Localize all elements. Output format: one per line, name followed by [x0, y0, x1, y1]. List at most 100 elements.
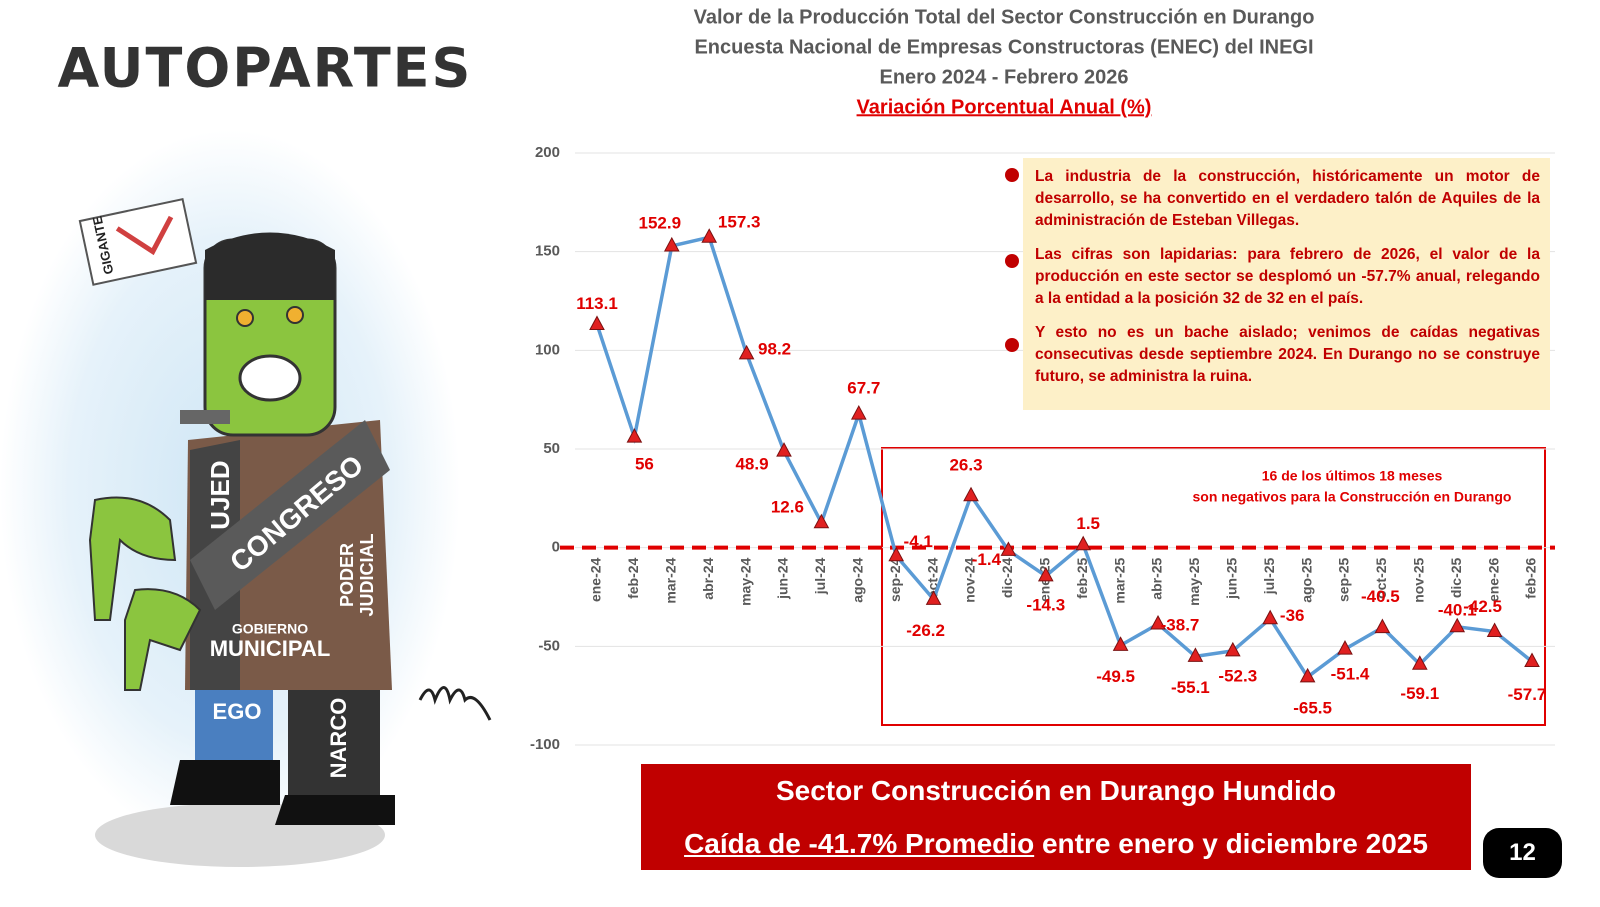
point-marker	[738, 344, 755, 360]
point-marker	[1337, 640, 1353, 655]
cartoon-label: MUNICIPAL	[210, 636, 331, 661]
y-tick-label: 0	[552, 539, 560, 556]
sash	[190, 420, 390, 610]
banner-line: Caída de -41.7% Promedio entre enero y d…	[641, 817, 1471, 870]
y-tick-label: -100	[530, 736, 560, 753]
cartoon-label: NARCO	[326, 698, 351, 779]
data-label: -52.3	[1218, 666, 1257, 685]
commentary-box: La industria de la construcción, históri…	[1023, 158, 1550, 410]
box-note: son negativos para la Construcción en Du…	[1193, 489, 1512, 505]
x-tick-label: jul-25	[1261, 557, 1277, 595]
x-tick-label: mar-24	[663, 557, 679, 603]
cartoon-label: UJED	[205, 460, 235, 529]
x-tick-label: may-25	[1186, 557, 1202, 605]
point-marker	[1262, 609, 1279, 625]
cartoon-label: JUDICIAL	[357, 533, 377, 616]
bullet	[1005, 168, 1019, 182]
x-tick-label: jun-25	[1224, 557, 1240, 599]
x-tick-label: oct-25	[1373, 557, 1389, 598]
point-marker	[701, 228, 718, 243]
x-tick-label: sep-24	[887, 557, 903, 602]
data-label: 157.3	[718, 213, 761, 232]
chart-title: Enero 2024 - Febrero 2026	[879, 66, 1128, 88]
bullet	[1005, 338, 1019, 352]
data-label: -36	[1280, 606, 1305, 625]
x-tick-label: abr-25	[1149, 557, 1165, 599]
data-label: 67.7	[847, 379, 880, 398]
data-label: -4.1	[904, 532, 933, 551]
x-tick-label: nov-24	[962, 557, 978, 602]
data-label: -26.2	[906, 621, 945, 640]
cartoon: AUTOPARTES GIGANTE UJED CONGRESO PODER J…	[0, 37, 492, 867]
x-tick-label: dic-25	[1448, 557, 1464, 598]
signature	[418, 686, 492, 721]
plot: -100 -50 0 50 100 150 200 ene-24 feb-24 mar-24 abr…	[530, 144, 1555, 753]
cartoon-label: GOBIERNO	[232, 621, 308, 637]
data-label: -59.1	[1400, 684, 1439, 703]
box-note: 16 de los últimos 18 meses	[1262, 468, 1443, 484]
hand-right	[124, 588, 202, 691]
data-label: 26.3	[949, 455, 982, 474]
data-label: -40.1	[1438, 600, 1477, 619]
data-label: -1.4	[972, 550, 1002, 569]
x-tick-label: may-24	[737, 557, 753, 605]
eye	[286, 306, 304, 324]
data-label: 113.1	[576, 294, 618, 313]
x-tick-label: ago-24	[850, 557, 866, 602]
point-marker	[1187, 647, 1204, 662]
mouth	[238, 354, 302, 402]
tag-logo	[115, 215, 174, 256]
point-marker	[1150, 614, 1166, 630]
bullet-text: La industria de la construcción, históri…	[1035, 168, 1540, 229]
point-marker	[1075, 535, 1092, 551]
y-tick-label: -50	[538, 637, 560, 654]
data-label: 1.5	[1076, 514, 1100, 533]
hand-left	[88, 496, 177, 621]
cartoon-label: PODER	[337, 543, 357, 607]
bolt	[180, 410, 230, 424]
x-tick-label: feb-25	[1074, 557, 1090, 598]
x-tick-label: ene-24	[588, 557, 604, 602]
point-marker	[1486, 622, 1503, 638]
data-label: -65.5	[1293, 698, 1332, 717]
x-tick-label: jun-24	[775, 557, 791, 599]
bullet-text: Las cifras son lapidarias: para febrero …	[1035, 246, 1540, 307]
heading: AUTOPARTES	[58, 37, 473, 100]
point-marker	[813, 513, 830, 529]
point-marker	[1112, 636, 1129, 651]
bullet-text: Y esto no es un bache aislado; venimos d…	[1035, 324, 1540, 385]
point-marker	[589, 315, 605, 330]
leg-left	[195, 680, 273, 770]
y-tick-label: 150	[535, 243, 560, 260]
data-label: -40.5	[1361, 587, 1400, 606]
data-label: -57.7	[1508, 685, 1547, 704]
x-tick-label: feb-24	[625, 557, 641, 598]
point-marker	[850, 405, 867, 420]
point-marker	[1524, 652, 1540, 668]
y-tick-label: 50	[543, 440, 560, 457]
data-label: 48.9	[735, 455, 768, 474]
data-label: -49.5	[1096, 667, 1135, 686]
shoe-left	[170, 760, 280, 805]
data-label: 98.2	[758, 339, 791, 358]
x-tick-label: nov-25	[1411, 557, 1427, 602]
chart-title: Encuesta Nacional de Empresas Constructo…	[694, 36, 1313, 58]
data-label: -55.1	[1171, 678, 1210, 697]
x-tick-label: jul-24	[812, 557, 828, 595]
banner-emphasis: Caída de -41.7% Promedio	[684, 828, 1035, 859]
point-marker	[1411, 655, 1428, 670]
point-marker	[626, 428, 643, 443]
banner-line: Sector Construcción en Durango Hundido	[775, 775, 1336, 806]
leg-right	[288, 680, 380, 805]
eye	[236, 309, 254, 327]
page-number: 12	[1483, 828, 1562, 878]
point-marker	[888, 546, 905, 562]
x-tick-label: feb-26	[1523, 557, 1539, 598]
banner-text: entre enero y diciembre 2025	[1034, 828, 1428, 859]
chart-title: Valor de la Producción Total del Sector …	[694, 6, 1315, 28]
bullet	[1005, 254, 1019, 268]
point-marker	[1449, 617, 1466, 633]
data-label: -14.3	[1026, 595, 1065, 614]
